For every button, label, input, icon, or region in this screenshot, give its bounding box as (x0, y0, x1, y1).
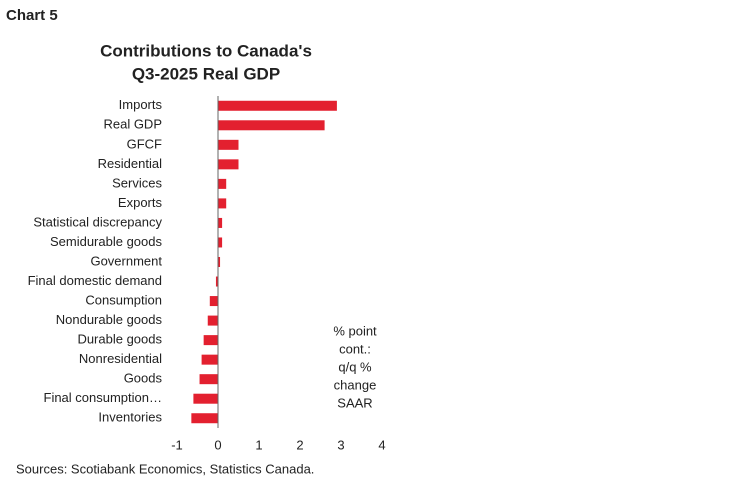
annotation: SAAR (337, 395, 372, 410)
bar (199, 374, 218, 385)
bar (218, 217, 223, 228)
x-tick-label: 1 (255, 437, 262, 452)
bar (218, 237, 223, 248)
y-tick-label: Nondurable goods (56, 312, 163, 327)
annotation: cont.: (339, 341, 371, 356)
bar (209, 296, 218, 307)
bar (218, 100, 337, 111)
x-tick-label: 4 (378, 437, 385, 452)
bar (218, 198, 227, 209)
chart-title: Contributions to Canada's (100, 41, 312, 60)
y-tick-label: Final domestic demand (28, 273, 162, 288)
y-tick-label: Statistical discrepancy (33, 214, 162, 229)
bar (218, 120, 325, 131)
y-tick-label: Residential (98, 156, 162, 171)
y-tick-label: Consumption (85, 292, 162, 307)
bar (201, 354, 218, 365)
y-tick-label: Goods (124, 371, 163, 386)
annotation: change (334, 377, 377, 392)
annotation: q/q % (338, 359, 372, 374)
y-tick-label: Nonresidential (79, 351, 162, 366)
annotation: % point (333, 323, 377, 338)
chart-label: Chart 5 (6, 7, 58, 24)
bar (207, 315, 218, 326)
bar (193, 393, 218, 404)
source-note: Sources: Scotiabank Economics, Statistic… (16, 461, 314, 476)
y-tick-label: Exports (118, 195, 163, 210)
y-tick-label: Final consumption… (44, 390, 163, 405)
x-tick-label: 0 (214, 437, 221, 452)
y-tick-label: Durable goods (77, 332, 162, 347)
y-tick-label: Imports (119, 97, 163, 112)
x-tick-label: 2 (296, 437, 303, 452)
bar (215, 276, 218, 287)
y-tick-label: Government (90, 253, 162, 268)
bar (191, 413, 218, 424)
y-tick-label: Real GDP (103, 117, 162, 132)
bar (203, 335, 218, 346)
chart-title: Q3-2025 Real GDP (132, 64, 280, 83)
bar (218, 178, 227, 189)
y-tick-label: Inventories (98, 410, 162, 425)
bar (218, 139, 239, 150)
bar (218, 257, 221, 267)
bar (218, 159, 239, 170)
y-tick-label: Services (112, 175, 162, 190)
y-tick-label: Semidurable goods (50, 234, 163, 249)
x-tick-label: -1 (171, 437, 183, 452)
x-tick-label: 3 (337, 437, 344, 452)
y-tick-label: GFCF (127, 136, 162, 151)
